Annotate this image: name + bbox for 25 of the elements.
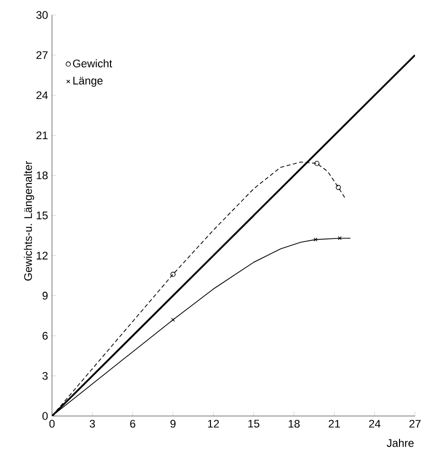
y-tick-label: 18 bbox=[36, 171, 48, 180]
y-tick-label: 27 bbox=[36, 51, 48, 59]
x-tick-label: 27 bbox=[409, 420, 421, 428]
y-tick-label: 30 bbox=[36, 11, 48, 19]
x-tick-label: 9 bbox=[170, 420, 176, 428]
y-tick-label: 21 bbox=[36, 131, 48, 140]
y-tick-label: 0 bbox=[42, 412, 48, 420]
y-tick-label: 6 bbox=[42, 332, 48, 340]
x-tick-label: 15 bbox=[248, 420, 260, 428]
x-tick-label: 18 bbox=[288, 420, 300, 428]
x-tick-label: 24 bbox=[369, 420, 380, 428]
y-tick-label: 15 bbox=[36, 212, 48, 220]
y-tick-label: 24 bbox=[36, 91, 48, 100]
x-axis-title: Jahre bbox=[386, 438, 414, 447]
y-tick-label: 9 bbox=[42, 292, 48, 300]
x-tick-label: 21 bbox=[328, 420, 340, 428]
legend-label: Länge bbox=[73, 76, 103, 87]
x-tick-label: 0 bbox=[49, 420, 55, 428]
y-tick-label: 12 bbox=[36, 252, 48, 260]
legend-label: Gewicht bbox=[73, 59, 112, 68]
y-axis-title: Gewichts-u. Längenalter bbox=[24, 161, 34, 281]
x-tick-label: 6 bbox=[130, 420, 136, 428]
x-tick-label: 3 bbox=[90, 420, 95, 428]
x-tick-label: 12 bbox=[208, 420, 219, 428]
y-tick-label: 3 bbox=[42, 372, 48, 380]
